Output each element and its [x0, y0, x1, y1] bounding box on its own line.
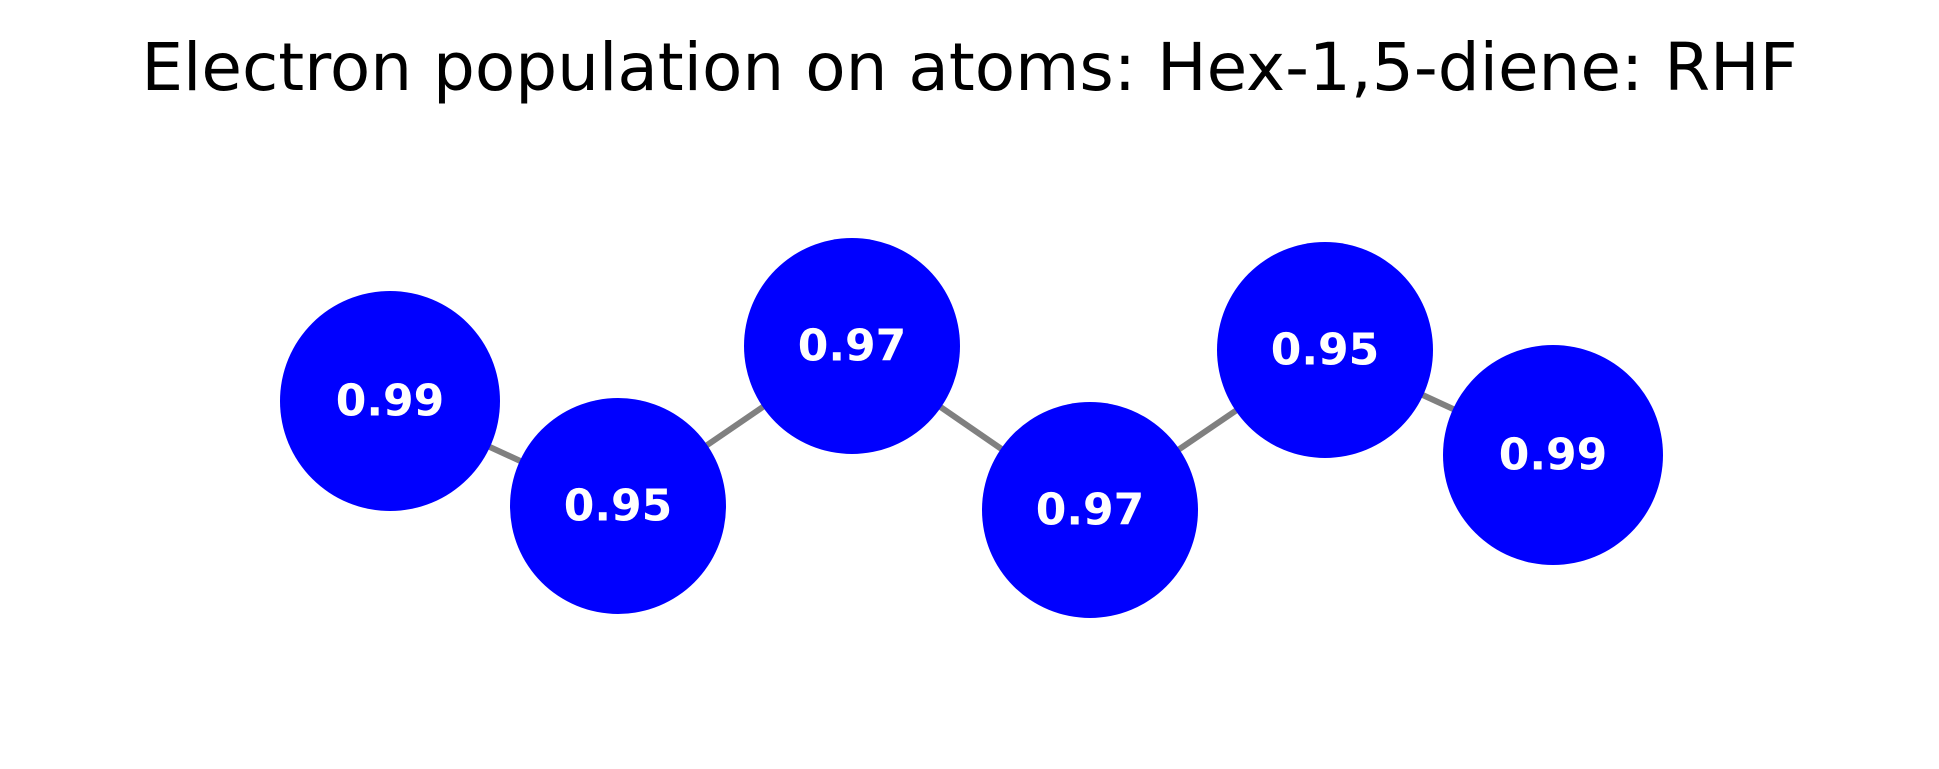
diagram-title: Electron population on atoms: Hex-1,5-di…: [141, 29, 1798, 106]
atom-population-label: 0.95: [1271, 325, 1380, 376]
atom-population-label: 0.95: [564, 481, 673, 532]
atom-node: [1217, 242, 1433, 458]
atom-c5: 0.95: [1217, 242, 1433, 458]
atom-c1: 0.99: [280, 291, 500, 511]
atom-node: [1443, 345, 1663, 565]
atom-population-label: 0.99: [336, 376, 445, 427]
atom-population-label: 0.99: [1499, 430, 1608, 481]
atom-c6: 0.99: [1443, 345, 1663, 565]
atom-population-label: 0.97: [798, 321, 907, 372]
atom-node: [744, 238, 960, 454]
atom-c4: 0.97: [982, 402, 1198, 618]
atom-node: [510, 398, 726, 614]
atom-node: [982, 402, 1198, 618]
atoms-layer: 0.99 0.95 0.97 0.97 0.95 0.99: [280, 238, 1663, 618]
atom-node: [280, 291, 500, 511]
atom-c2: 0.95: [510, 398, 726, 614]
atom-c3: 0.97: [744, 238, 960, 454]
atom-population-label: 0.97: [1036, 485, 1145, 536]
